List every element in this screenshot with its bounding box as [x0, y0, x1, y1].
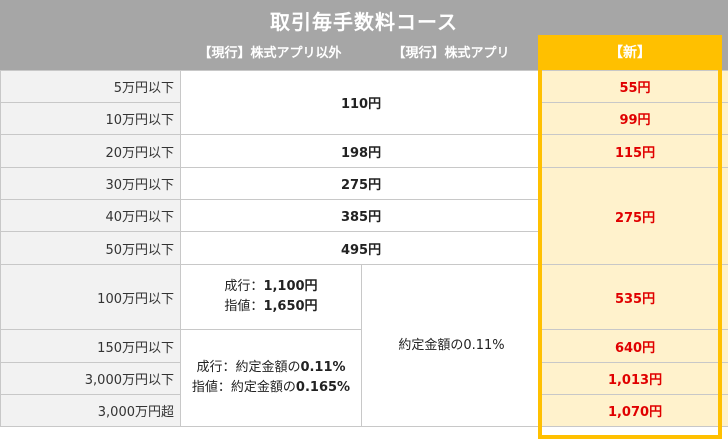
range-cell: 50万円以下: [1, 232, 181, 265]
limit-order-line: 指値：約定金額の0.165%: [181, 378, 361, 398]
current-fee-cell: 275円: [181, 168, 542, 200]
range-cell: 40万円以下: [1, 200, 181, 232]
current-fee-cell: 495円: [181, 232, 542, 265]
header-current-app: 【現行】株式アプリ: [362, 42, 540, 61]
limit-order-line: 指値：1,650円: [181, 297, 361, 317]
new-fee-cell: 99円: [542, 103, 728, 135]
new-fee-cell: 275円: [542, 168, 728, 265]
range-cell: 3,000万円以下: [1, 363, 181, 395]
new-fee-cell: 115円: [542, 135, 728, 168]
range-cell: 100万円以下: [1, 265, 181, 330]
table-row: 5万円以下 110円 55円: [1, 71, 728, 103]
new-fee-cell: 1,070円: [542, 395, 728, 427]
table-row: 100万円以下 成行：1,100円 指値：1,650円 約定金額の0.11% 5…: [1, 265, 728, 330]
current-fee-cell: 110円: [181, 71, 542, 135]
new-fee-cell: 640円: [542, 330, 728, 363]
current-fee-cell: 成行：約定金額の0.11% 指値：約定金額の0.165%: [181, 330, 362, 427]
current-fee-cell: 385円: [181, 200, 542, 232]
header-new: 【新】: [542, 39, 718, 70]
new-fee-cell: 535円: [542, 265, 728, 330]
header-current-other: 【現行】株式アプリ以外: [180, 42, 360, 61]
table-row: 30万円以下 275円 275円: [1, 168, 728, 200]
new-fee-cell: 55円: [542, 71, 728, 103]
current-app-fee-cell: 約定金額の0.11%: [362, 265, 542, 427]
range-cell: 5万円以下: [1, 71, 181, 103]
table-row: 20万円以下 198円 115円: [1, 135, 728, 168]
market-order-line: 成行：1,100円: [181, 277, 361, 297]
range-cell: 3,000万円超: [1, 395, 181, 427]
new-fee-cell: 1,013円: [542, 363, 728, 395]
range-cell: 20万円以下: [1, 135, 181, 168]
range-cell: 30万円以下: [1, 168, 181, 200]
market-order-line: 成行：約定金額の0.11%: [181, 358, 361, 378]
range-cell: 150万円以下: [1, 330, 181, 363]
range-cell: 10万円以下: [1, 103, 181, 135]
current-fee-cell: 198円: [181, 135, 542, 168]
page-title: 取引毎手数料コース: [0, 6, 728, 35]
current-fee-cell: 成行：1,100円 指値：1,650円: [181, 265, 362, 330]
fee-table: 5万円以下 110円 55円 10万円以下 99円 20万円以下 198円 11…: [0, 70, 728, 427]
